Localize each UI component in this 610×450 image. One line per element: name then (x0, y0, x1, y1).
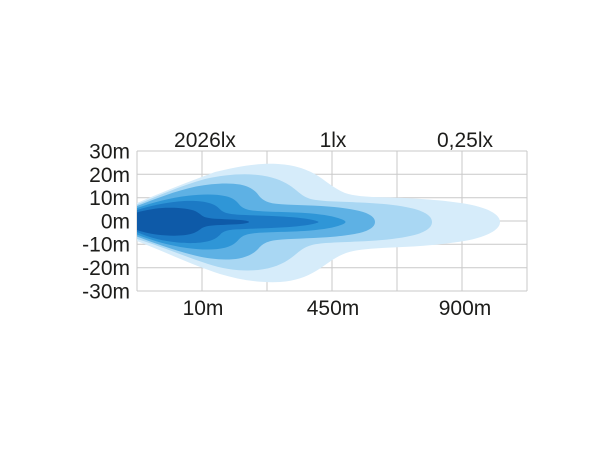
y-axis-label-neg10: -10m (82, 234, 130, 257)
distance-axis: 10m 450m 900m (183, 297, 492, 320)
lux-label-025: 0,25lx (437, 129, 494, 152)
y-axis-label-neg30: -30m (82, 280, 130, 303)
y-axis-label-10: 10m (89, 187, 130, 210)
y-axis-label-30: 30m (89, 141, 130, 164)
distance-label-10m: 10m (183, 297, 224, 320)
beam-contours (137, 163, 500, 283)
y-axis-label-0: 0m (101, 210, 130, 233)
distance-label-450m: 450m (307, 297, 360, 320)
beam-contour-level-6 (137, 207, 249, 236)
lux-label-2026: 2026lx (174, 129, 236, 152)
y-axis-label-neg20: -20m (82, 257, 130, 280)
y-axis-label-20: 20m (89, 164, 130, 187)
lux-label-1: 1lx (320, 129, 347, 152)
y-axis: 30m 20m 10m 0m -10m -20m -30m (82, 141, 130, 304)
lux-axis: 2026lx 1lx 0,25lx (174, 129, 493, 152)
distance-label-900m: 900m (439, 297, 492, 320)
